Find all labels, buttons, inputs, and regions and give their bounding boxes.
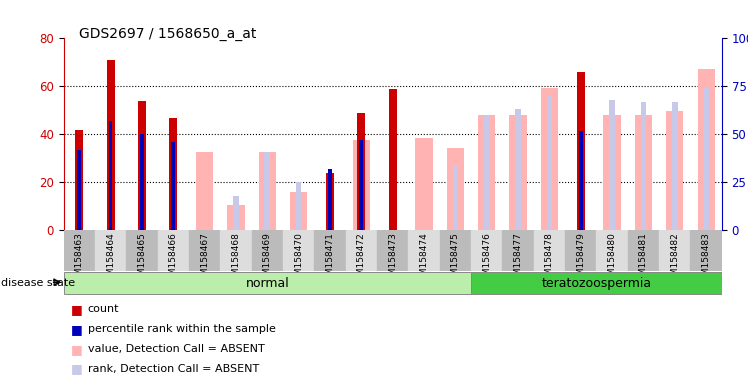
Bar [666,111,684,230]
Bar [346,230,377,271]
Text: GSM158482: GSM158482 [670,232,679,287]
Bar [484,115,489,230]
Bar [628,230,659,271]
Bar [659,230,690,271]
Text: GSM158480: GSM158480 [607,232,616,287]
Bar [509,115,527,230]
Bar [126,230,158,271]
Text: GSM158472: GSM158472 [357,232,366,287]
Bar [314,230,346,271]
Bar [596,230,628,271]
Text: ■: ■ [71,303,83,316]
Text: GSM158475: GSM158475 [451,232,460,287]
Text: GSM158474: GSM158474 [420,232,429,287]
Bar [107,60,114,230]
Bar [503,230,534,271]
Text: normal: normal [245,277,289,290]
Text: GSM158477: GSM158477 [514,232,523,287]
Text: GSM158467: GSM158467 [200,232,209,287]
Bar [440,230,471,271]
Text: GSM158463: GSM158463 [75,232,84,287]
Text: percentile rank within the sample: percentile rank within the sample [88,324,275,334]
Text: rank, Detection Call = ABSENT: rank, Detection Call = ABSENT [88,364,259,374]
Bar [353,140,370,230]
Bar [171,142,175,230]
Bar [541,88,558,230]
Bar [610,100,615,230]
Bar [296,182,301,230]
Bar [478,115,495,230]
Bar [138,101,146,230]
Bar [690,230,722,271]
Bar [189,230,221,271]
Bar [290,192,307,230]
Bar [577,72,585,230]
Bar [221,230,251,271]
Bar [604,115,621,230]
Text: GSM158481: GSM158481 [639,232,648,287]
Text: GSM158464: GSM158464 [106,232,115,287]
Bar [408,230,440,271]
Bar [169,118,177,230]
Bar [534,230,565,271]
Text: ■: ■ [71,343,83,356]
Text: GSM158470: GSM158470 [294,232,303,287]
Bar [196,152,213,230]
Bar [360,140,364,230]
Text: GSM158473: GSM158473 [388,232,397,287]
Bar [453,165,459,230]
Bar [579,131,583,230]
Text: GDS2697 / 1568650_a_at: GDS2697 / 1568650_a_at [79,27,256,41]
Text: GSM158466: GSM158466 [169,232,178,287]
Bar [259,152,276,230]
Bar [95,230,126,271]
Text: GSM158478: GSM158478 [545,232,554,287]
Bar [565,230,596,271]
Text: ■: ■ [71,323,83,336]
Bar [377,230,408,271]
Text: GSM158476: GSM158476 [482,232,491,287]
Text: GSM158468: GSM158468 [231,232,240,287]
Bar [635,115,652,230]
Text: GSM158479: GSM158479 [576,232,585,287]
Bar [698,69,715,230]
Bar [326,173,334,230]
Bar [251,230,283,271]
Text: GSM158465: GSM158465 [138,232,147,287]
Bar [447,148,464,230]
Bar [64,230,95,271]
Bar [140,134,144,230]
Bar [471,272,722,295]
Text: GSM158483: GSM158483 [702,232,711,287]
Bar [703,88,709,230]
Bar [108,121,112,230]
Text: teratozoospermia: teratozoospermia [542,277,652,290]
Text: count: count [88,304,119,314]
Bar [233,196,239,230]
Bar [578,106,583,230]
Bar [77,150,81,230]
Bar [283,230,314,271]
Bar [64,272,471,295]
Bar [640,102,646,230]
Text: ■: ■ [71,362,83,376]
Bar [415,138,432,230]
Bar [265,152,270,230]
Bar [672,102,678,230]
Bar [389,89,396,230]
Bar [76,129,83,230]
Text: value, Detection Call = ABSENT: value, Detection Call = ABSENT [88,344,264,354]
Bar [158,230,189,271]
Bar [358,113,365,230]
Text: GSM158469: GSM158469 [263,232,272,287]
Bar [328,169,332,230]
Text: disease state: disease state [1,278,76,288]
Bar [515,109,521,230]
Bar [227,205,245,230]
Bar [471,230,503,271]
Bar [547,96,552,230]
Text: GSM158471: GSM158471 [325,232,334,287]
